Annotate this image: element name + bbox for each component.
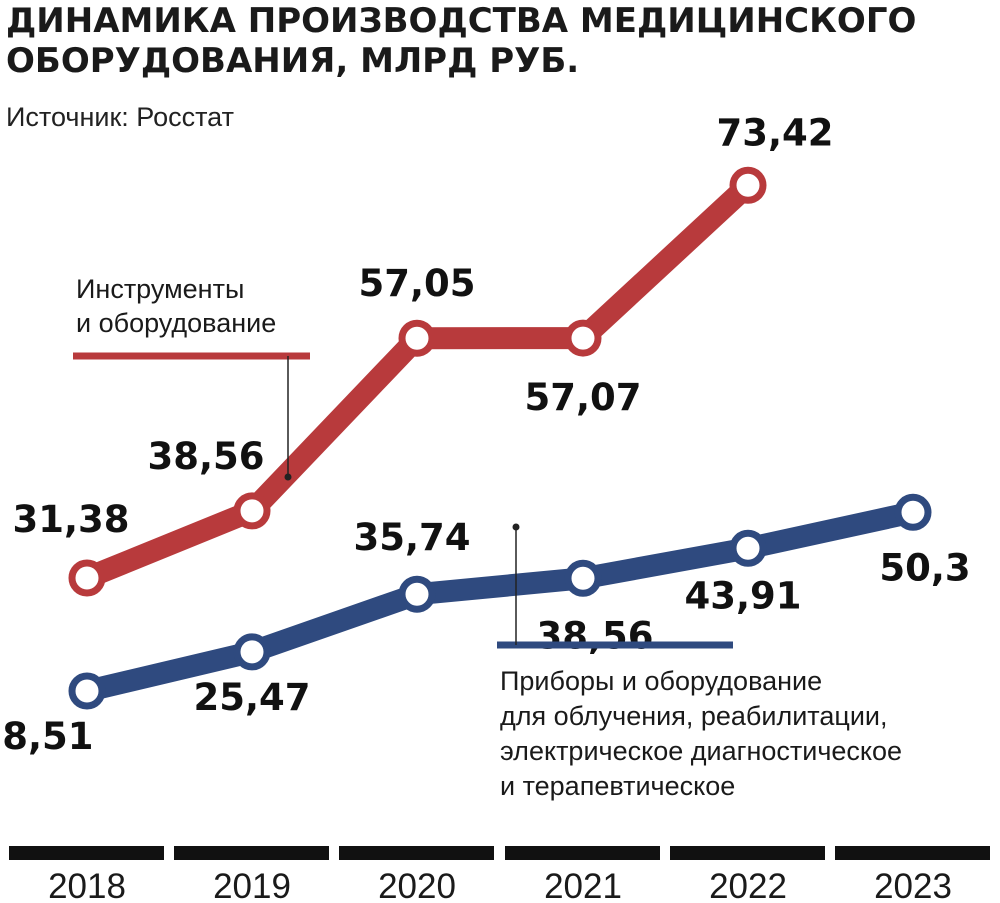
point-blue-2019 [233, 633, 271, 671]
legend-blue-text-line-2: для облучения, реабилитации, [500, 701, 888, 731]
legend: Инструменты и оборудование Приборы и обору… [73, 274, 902, 801]
value-label-blue-2023: 50,3 [879, 546, 970, 589]
axis-segment-2020 [339, 846, 494, 860]
x-tick-2022: 2022 [709, 867, 787, 903]
value-label-blue-2022: 43,91 [684, 574, 801, 617]
x-tick-2023: 2023 [874, 867, 952, 903]
series-points [68, 166, 932, 710]
point-blue-2021 [564, 559, 602, 597]
point-red-2022 [729, 166, 767, 204]
value-label-red-2021: 57,07 [524, 376, 641, 419]
axis-segment-2021 [505, 846, 660, 860]
point-red-2019 [233, 492, 271, 530]
x-tick-2018: 2018 [48, 867, 126, 903]
legend-leader-dot-red [284, 473, 292, 481]
point-blue-2023 [894, 493, 932, 531]
legend-leader-dot-blue [512, 523, 520, 531]
value-label-blue-2019: 25,47 [193, 676, 310, 719]
x-tick-2019: 2019 [213, 867, 291, 903]
value-label-red-2019: 38,56 [147, 435, 264, 478]
axis-segment-2019 [174, 846, 329, 860]
axis-segment-2018 [9, 846, 164, 860]
value-label-red-2018: 31,38 [12, 498, 129, 541]
axis-segment-2023 [835, 846, 990, 860]
legend-red-text-line-2: и оборудование [76, 308, 276, 338]
data-labels: 18,51 25,47 35,74 38,56 43,91 50,3 31,38 38,56 5… [0, 111, 971, 758]
point-blue-2022 [729, 529, 767, 567]
legend-red-text-line-1: Инструменты [76, 274, 244, 304]
value-label-red-2020: 57,05 [358, 262, 475, 305]
value-label-red-2022: 73,42 [716, 111, 833, 154]
value-label-blue-2020: 35,74 [353, 516, 470, 559]
x-tick-2020: 2020 [378, 867, 456, 903]
legend-blue-text-line-3: электрическое диагностическое [500, 736, 902, 766]
value-label-blue-2021: 38,56 [536, 614, 653, 657]
chart-title-line-2: ОБОРУДОВАНИЯ, МЛРД РУБ. [6, 41, 579, 81]
chart-title-line-1: ДИНАМИКА ПРОИЗВОДСТВА МЕДИЦИНСКОГО [6, 1, 916, 41]
value-label-blue-2018: 18,51 [0, 715, 94, 758]
axis-segment-2022 [670, 846, 825, 860]
point-blue-2018 [68, 672, 106, 710]
point-red-2021 [564, 319, 602, 357]
x-axis: 2018 2019 2020 2021 2022 2023 [9, 846, 990, 903]
x-tick-2021: 2021 [544, 867, 622, 903]
point-red-2020 [398, 319, 436, 357]
point-red-2018 [68, 559, 106, 597]
point-blue-2020 [398, 575, 436, 613]
series-line-blue [76, 501, 924, 702]
source-note: Источник: Росстат [6, 102, 234, 132]
legend-blue-text-line-1: Приборы и оборудование [500, 666, 822, 696]
legend-blue-text-line-4: и терапевтическое [500, 771, 735, 801]
